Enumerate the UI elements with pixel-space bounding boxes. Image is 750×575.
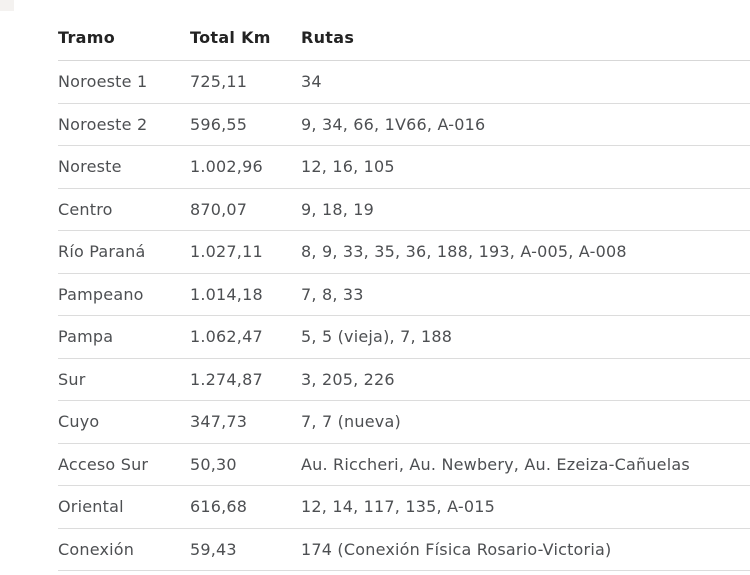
corner-artifact: [0, 0, 14, 11]
table-row: Centro 870,07 9, 18, 19: [58, 188, 750, 231]
table-row: Sur 1.274,87 3, 205, 226: [58, 358, 750, 401]
cell-total_km: 1.274,87: [190, 358, 301, 401]
cell-tramo: Noreste: [58, 145, 190, 189]
cell-total_km: 596,55: [190, 103, 301, 146]
column-header-tramo: Tramo: [58, 0, 190, 61]
column-header-total-km: Total Km: [190, 0, 301, 61]
cell-rutas: 8, 9, 33, 35, 36, 188, 193, A-005, A-008: [301, 230, 750, 274]
table-row: Pampa 1.062,47 5, 5 (vieja), 7, 188: [58, 315, 750, 359]
column-header-rutas: Rutas: [301, 0, 750, 61]
table-row: Noreste 1.002,96 12, 16, 105: [58, 145, 750, 189]
tramos-table: Tramo Total Km Rutas Noroeste 1 725,11 34 N…: [58, 0, 750, 571]
header-row: Tramo Total Km Rutas: [58, 0, 750, 61]
cell-rutas: 3, 205, 226: [301, 358, 750, 401]
table-row: Acceso Sur 50,30 Au. Riccheri, Au. Newbery…: [58, 443, 750, 486]
cell-rutas: 12, 14, 117, 135, A-015: [301, 485, 750, 529]
cell-tramo: Centro: [58, 188, 190, 231]
cell-tramo: Noroeste 2: [58, 103, 190, 146]
cell-tramo: Pampeano: [58, 273, 190, 316]
cell-tramo: Conexión: [58, 528, 190, 571]
cell-total_km: 1.027,11: [190, 230, 301, 274]
cell-rutas: Au. Riccheri, Au. Newbery, Au. Ezeiza-Ca…: [301, 443, 750, 486]
cell-rutas: 5, 5 (vieja), 7, 188: [301, 315, 750, 359]
cell-total_km: 1.002,96: [190, 145, 301, 189]
cell-tramo: Río Paraná: [58, 230, 190, 274]
table-row: Río Paraná 1.027,11 8, 9, 33, 35, 36, 188,…: [58, 230, 750, 274]
cell-tramo: Pampa: [58, 315, 190, 359]
cell-tramo: Acceso Sur: [58, 443, 190, 486]
table-body: Noroeste 1 725,11 34 Noroeste 2 596,55 9, 34,…: [58, 60, 750, 571]
table-row: Pampeano 1.014,18 7, 8, 33: [58, 273, 750, 316]
table-row: Noroeste 1 725,11 34: [58, 60, 750, 104]
cell-total_km: 59,43: [190, 528, 301, 571]
cell-rutas: 174 (Conexión Física Rosario-Victoria): [301, 528, 750, 571]
cell-total_km: 870,07: [190, 188, 301, 231]
cell-total_km: 347,73: [190, 400, 301, 444]
table-row: Conexión 59,43 174 (Conexión Física Rosari…: [58, 528, 750, 571]
table-row: Cuyo 347,73 7, 7 (nueva): [58, 400, 750, 444]
table-row: Oriental 616,68 12, 14, 117, 135, A-015: [58, 485, 750, 529]
cell-total_km: 725,11: [190, 60, 301, 104]
cell-rutas: 34: [301, 60, 750, 104]
cell-total_km: 50,30: [190, 443, 301, 486]
cell-rutas: 12, 16, 105: [301, 145, 750, 189]
cell-tramo: Noroeste 1: [58, 60, 190, 104]
cell-total_km: 1.014,18: [190, 273, 301, 316]
cell-rutas: 7, 7 (nueva): [301, 400, 750, 444]
cell-rutas: 9, 18, 19: [301, 188, 750, 231]
table-header: Tramo Total Km Rutas: [58, 0, 750, 61]
cell-rutas: 9, 34, 66, 1V66, A-016: [301, 103, 750, 146]
cell-tramo: Oriental: [58, 485, 190, 529]
cell-rutas: 7, 8, 33: [301, 273, 750, 316]
cell-tramo: Cuyo: [58, 400, 190, 444]
cell-total_km: 616,68: [190, 485, 301, 529]
cell-total_km: 1.062,47: [190, 315, 301, 359]
table-row: Noroeste 2 596,55 9, 34, 66, 1V66, A-016: [58, 103, 750, 146]
cell-tramo: Sur: [58, 358, 190, 401]
